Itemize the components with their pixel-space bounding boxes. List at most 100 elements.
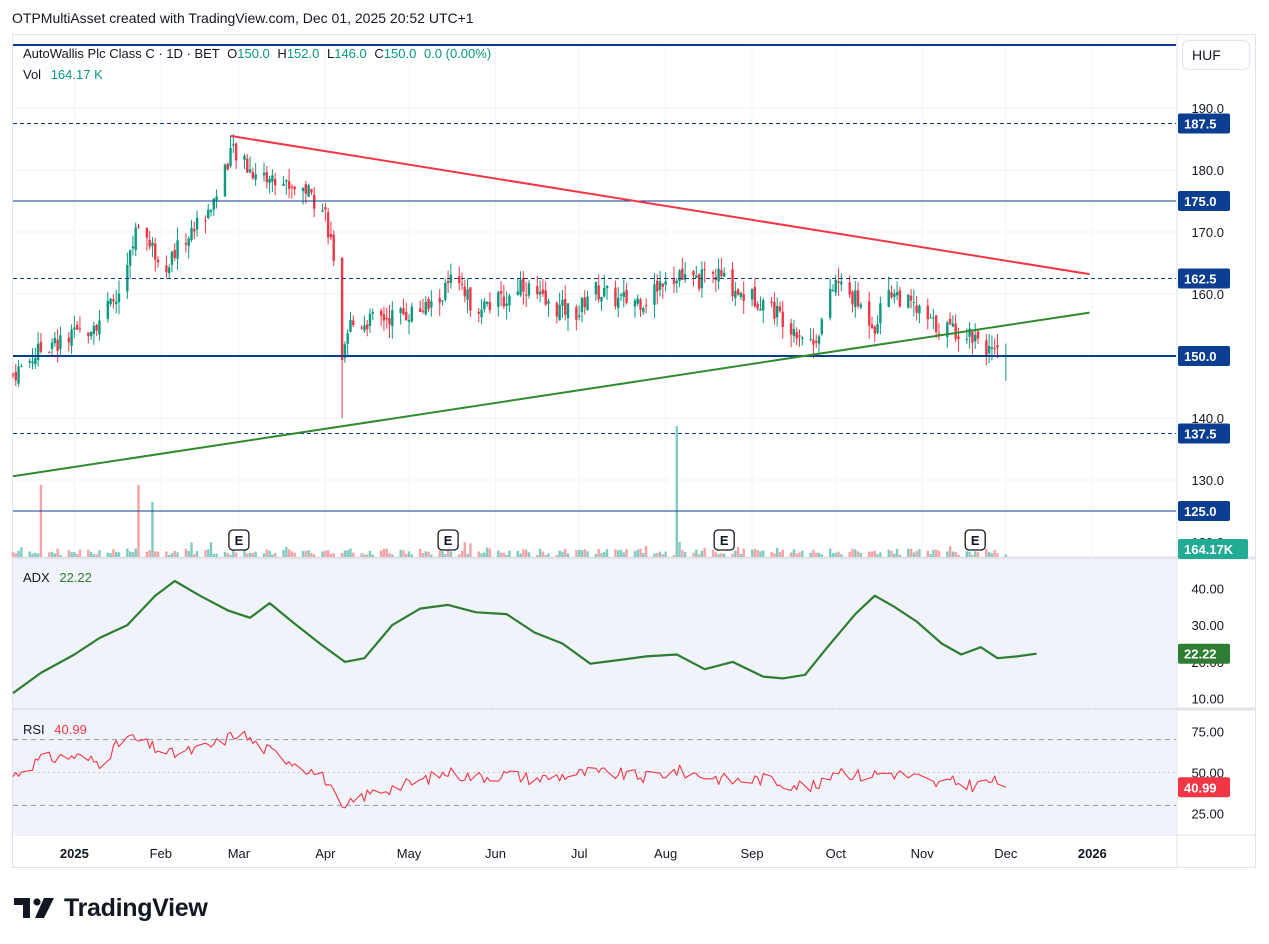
candle bbox=[717, 258, 720, 290]
tradingview-logo[interactable]: TradingView bbox=[14, 893, 208, 923]
high-label: H bbox=[277, 46, 287, 61]
candle bbox=[762, 297, 765, 324]
candle bbox=[519, 271, 522, 297]
volume-bar bbox=[50, 551, 54, 557]
candle-body bbox=[418, 308, 422, 312]
volume-bar bbox=[418, 548, 422, 557]
candle bbox=[332, 230, 335, 267]
candle bbox=[614, 280, 617, 310]
earnings-marker-box bbox=[964, 529, 986, 551]
volume-bar bbox=[246, 553, 249, 557]
volume-bar bbox=[775, 547, 779, 557]
volume-bar bbox=[795, 553, 798, 557]
volume-bar bbox=[14, 553, 17, 557]
candle-body bbox=[547, 301, 550, 304]
volume-value: 164.17 K bbox=[50, 67, 103, 82]
volume-bar bbox=[907, 548, 910, 557]
candle bbox=[753, 277, 757, 308]
candle-body bbox=[114, 301, 118, 305]
candle-body bbox=[424, 302, 427, 315]
adx-value: 22.22 bbox=[59, 570, 92, 585]
volume-bar bbox=[734, 550, 737, 557]
candle bbox=[458, 266, 461, 291]
candle bbox=[672, 266, 676, 293]
candle-body bbox=[968, 328, 971, 337]
candle-body bbox=[756, 303, 759, 309]
candle bbox=[329, 221, 333, 241]
candle-body bbox=[98, 320, 101, 335]
change-value: 0.0 (0.00%) bbox=[423, 46, 492, 61]
volume-bar bbox=[932, 549, 935, 557]
candle bbox=[112, 294, 115, 309]
volume-bar bbox=[586, 551, 589, 557]
symbol-title[interactable]: AutoWallis Plc Class C · 1D · BET bbox=[23, 46, 220, 61]
volume-bar bbox=[343, 550, 347, 557]
candle-body bbox=[92, 325, 96, 335]
candle bbox=[265, 166, 268, 189]
volume-bar bbox=[360, 553, 363, 557]
candle bbox=[639, 297, 642, 317]
candle-body bbox=[248, 169, 252, 173]
close-value: 150.0 bbox=[383, 46, 417, 61]
candle-body bbox=[243, 155, 246, 160]
candle bbox=[778, 301, 782, 313]
volume-bar bbox=[243, 550, 246, 557]
candle bbox=[20, 363, 23, 368]
candle-body bbox=[156, 259, 160, 263]
candle-body bbox=[167, 267, 171, 274]
candle bbox=[271, 169, 274, 193]
volume-bar bbox=[223, 551, 227, 557]
horizontal-levels bbox=[13, 123, 1176, 512]
volume-bar bbox=[154, 551, 157, 557]
candle-body bbox=[951, 323, 955, 327]
volume-bar bbox=[70, 552, 73, 557]
candle bbox=[575, 304, 578, 331]
volume-bar bbox=[106, 552, 110, 557]
candle-body bbox=[75, 324, 79, 330]
volume-bar bbox=[583, 549, 586, 557]
candle-body bbox=[48, 352, 51, 354]
volume-bar bbox=[717, 554, 720, 557]
volume-bar bbox=[307, 550, 310, 557]
candle bbox=[234, 142, 238, 170]
volume-bar bbox=[697, 554, 701, 557]
candle bbox=[851, 290, 854, 313]
volume-bar bbox=[285, 546, 288, 557]
volume-bar bbox=[195, 551, 199, 557]
currency-button[interactable]: HUF bbox=[1182, 40, 1250, 70]
candle-body bbox=[636, 298, 639, 304]
candle-body bbox=[544, 290, 547, 305]
earnings-marker: E bbox=[437, 529, 459, 551]
candle bbox=[109, 297, 112, 307]
candle bbox=[145, 227, 149, 251]
volume-bar bbox=[212, 554, 216, 557]
candle-body bbox=[527, 283, 531, 296]
candle bbox=[817, 334, 821, 353]
candle bbox=[59, 326, 62, 357]
open-label: O bbox=[227, 46, 238, 61]
candle bbox=[343, 341, 347, 363]
support-trendline bbox=[12, 311, 1090, 478]
volume-bar bbox=[324, 550, 327, 557]
volume-bar bbox=[739, 554, 743, 557]
candle-body bbox=[145, 227, 149, 238]
earnings-marker-box bbox=[228, 529, 250, 551]
volume-bar bbox=[753, 548, 757, 557]
volume-bar bbox=[340, 552, 344, 557]
volume-bar bbox=[321, 551, 324, 557]
candle-body bbox=[817, 336, 821, 344]
candle bbox=[95, 323, 98, 337]
candle bbox=[193, 221, 196, 240]
candle bbox=[873, 325, 876, 343]
rsi-legend: RSI 40.99 bbox=[23, 722, 87, 737]
candle bbox=[128, 249, 132, 279]
volume-bar bbox=[282, 549, 285, 557]
volume-bar bbox=[909, 548, 913, 557]
candle bbox=[876, 315, 879, 335]
volume-bar bbox=[449, 551, 453, 557]
volume-bar bbox=[703, 547, 706, 557]
volume-bar bbox=[759, 551, 762, 557]
volume-bar bbox=[36, 553, 40, 557]
candle-body bbox=[932, 317, 935, 319]
